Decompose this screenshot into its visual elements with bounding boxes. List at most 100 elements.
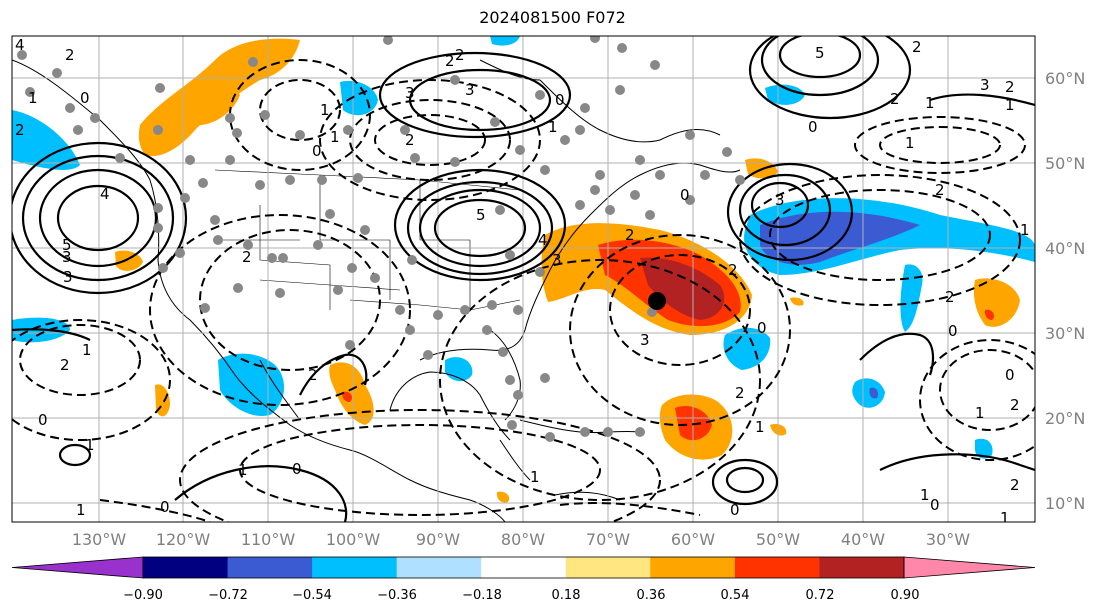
colorbar-tick: −0.18 <box>462 588 502 603</box>
contour-label: 5 <box>476 206 486 224</box>
contour-label: 2 <box>1010 396 1020 414</box>
contour-label: 0 <box>948 322 958 340</box>
colorbar-tick: 0.18 <box>552 588 581 603</box>
contour-label: 2 <box>945 288 955 306</box>
contour-label: 3 <box>980 76 990 94</box>
colorbar-segment <box>312 557 398 578</box>
lon-label-30w: 30°W <box>926 530 970 549</box>
colorbar-segment <box>481 557 567 578</box>
contour-label: 1 <box>28 89 38 107</box>
contour-label: 2 <box>735 384 745 402</box>
contour-label: 2 <box>1010 476 1020 494</box>
contour-label: 0 <box>930 496 940 514</box>
colorbar-tick: 0.54 <box>721 588 750 603</box>
colorbar-max-extension <box>903 556 1036 579</box>
contour-label: 3 <box>63 268 73 286</box>
positive-contours <box>12 36 1035 522</box>
contour-label: 2 <box>912 38 922 56</box>
contour-label: 0 <box>80 89 90 107</box>
contour-label: 0 <box>312 142 322 160</box>
contour-label: 4 <box>538 231 548 249</box>
contour-label: 5 <box>815 44 825 62</box>
positive-anomaly-regions <box>115 38 1020 503</box>
contour-label: 0 <box>160 498 170 516</box>
contour-label: 3 <box>552 251 562 269</box>
lat-label-10n: 10°N <box>1045 494 1085 513</box>
contour-label: 3 <box>405 84 415 102</box>
contour-label: 2 <box>242 248 252 266</box>
contour-label: 1 <box>925 94 935 112</box>
latitude-labels: 60°N 50°N 40°N 30°N 20°N 10°N <box>1045 69 1085 513</box>
colorbar-segment <box>396 557 482 578</box>
contour-label: 1 <box>975 404 985 422</box>
contour-label: 1 <box>1005 96 1015 114</box>
contour-label: 2 <box>728 261 738 279</box>
contour-label: 2 <box>1005 78 1015 96</box>
lat-label-30n: 30°N <box>1045 324 1085 343</box>
contour-label: 3 <box>465 81 475 99</box>
colorbar-segment <box>650 557 736 578</box>
lon-label-80w: 80°W <box>501 530 545 549</box>
contour-label: 1 <box>1000 509 1010 527</box>
contour-label: 2 <box>890 90 900 108</box>
colorbar-segment <box>734 557 820 578</box>
colorbar-tick: −0.54 <box>292 588 332 603</box>
colorbar-segment <box>819 557 905 578</box>
lon-label-60w: 60°W <box>671 530 715 549</box>
contour-labels: 4 2 0 1 2 3 4 5 2 3 1 0 1 2 1 2 5 4 3 2 … <box>15 36 1030 527</box>
contour-label: 2 <box>308 366 318 384</box>
contour-label: 0 <box>555 91 565 109</box>
longitude-labels: 130°W 120°W 110°W 100°W 90°W 80°W 70°W 6… <box>72 530 970 549</box>
contour-label: 0 <box>292 460 302 478</box>
map-frame <box>11 35 1036 523</box>
colorbar-segment <box>227 557 313 578</box>
contour-label: 4 <box>15 36 25 54</box>
lon-label-70w: 70°W <box>586 530 630 549</box>
lon-label-130w: 130°W <box>72 530 127 549</box>
lat-label-50n: 50°N <box>1045 154 1085 173</box>
colorbar-tick: 0.72 <box>806 588 835 603</box>
contour-label: 0 <box>808 118 818 136</box>
contour-label: 0 <box>757 319 767 337</box>
contour-label: 4 <box>100 185 110 203</box>
contour-label: 0 <box>730 501 740 519</box>
contour-label: 1 <box>238 461 248 479</box>
contour-label: 3 <box>640 331 650 349</box>
colorbar-segment <box>143 557 229 578</box>
lon-label-120w: 120°W <box>156 530 211 549</box>
colorbar-min-extension <box>11 556 144 579</box>
contour-label: 1 <box>920 486 930 504</box>
contour-label: 2 <box>60 356 70 374</box>
contour-label: 1 <box>82 341 92 359</box>
contour-label: 2 <box>455 46 465 64</box>
contour-label: 1 <box>755 418 765 436</box>
contour-label: 1 <box>905 134 915 152</box>
colorbar-frame <box>142 556 905 579</box>
map-field: 4 2 0 1 2 3 4 5 2 3 1 0 1 2 1 2 5 4 3 2 … <box>12 36 1035 527</box>
lon-label-110w: 110°W <box>241 530 296 549</box>
lat-label-20n: 20°N <box>1045 409 1085 428</box>
lon-label-90w: 90°W <box>416 530 460 549</box>
contour-label: 3 <box>62 248 72 266</box>
contour-label: 1 <box>548 118 558 136</box>
map-title: 2024081500 F072 <box>479 8 626 27</box>
contour-label: 2 <box>65 46 75 64</box>
storm-center-marker <box>648 292 666 310</box>
contour-label: 1 <box>320 101 330 119</box>
colorbar-tick: −0.90 <box>123 588 163 603</box>
contour-label: 2 <box>625 226 635 244</box>
lat-label-60n: 60°N <box>1045 69 1085 88</box>
colorbar-tick-labels: −0.90 −0.72 −0.54 −0.36 −0.18 0.18 0.36 … <box>123 588 919 603</box>
contour-label: 2 <box>15 121 25 139</box>
contour-label: 1 <box>76 501 86 519</box>
lon-label-40w: 40°W <box>841 530 885 549</box>
contour-label: 1 <box>1020 221 1030 239</box>
contour-label: 0 <box>1005 366 1015 384</box>
colorbar-segment <box>565 557 651 578</box>
contour-label: 2 <box>445 52 455 70</box>
contour-label: 1 <box>85 436 95 454</box>
colorbar-tick: −0.36 <box>377 588 417 603</box>
colorbar <box>11 556 1036 579</box>
contour-label: 1 <box>530 468 540 486</box>
